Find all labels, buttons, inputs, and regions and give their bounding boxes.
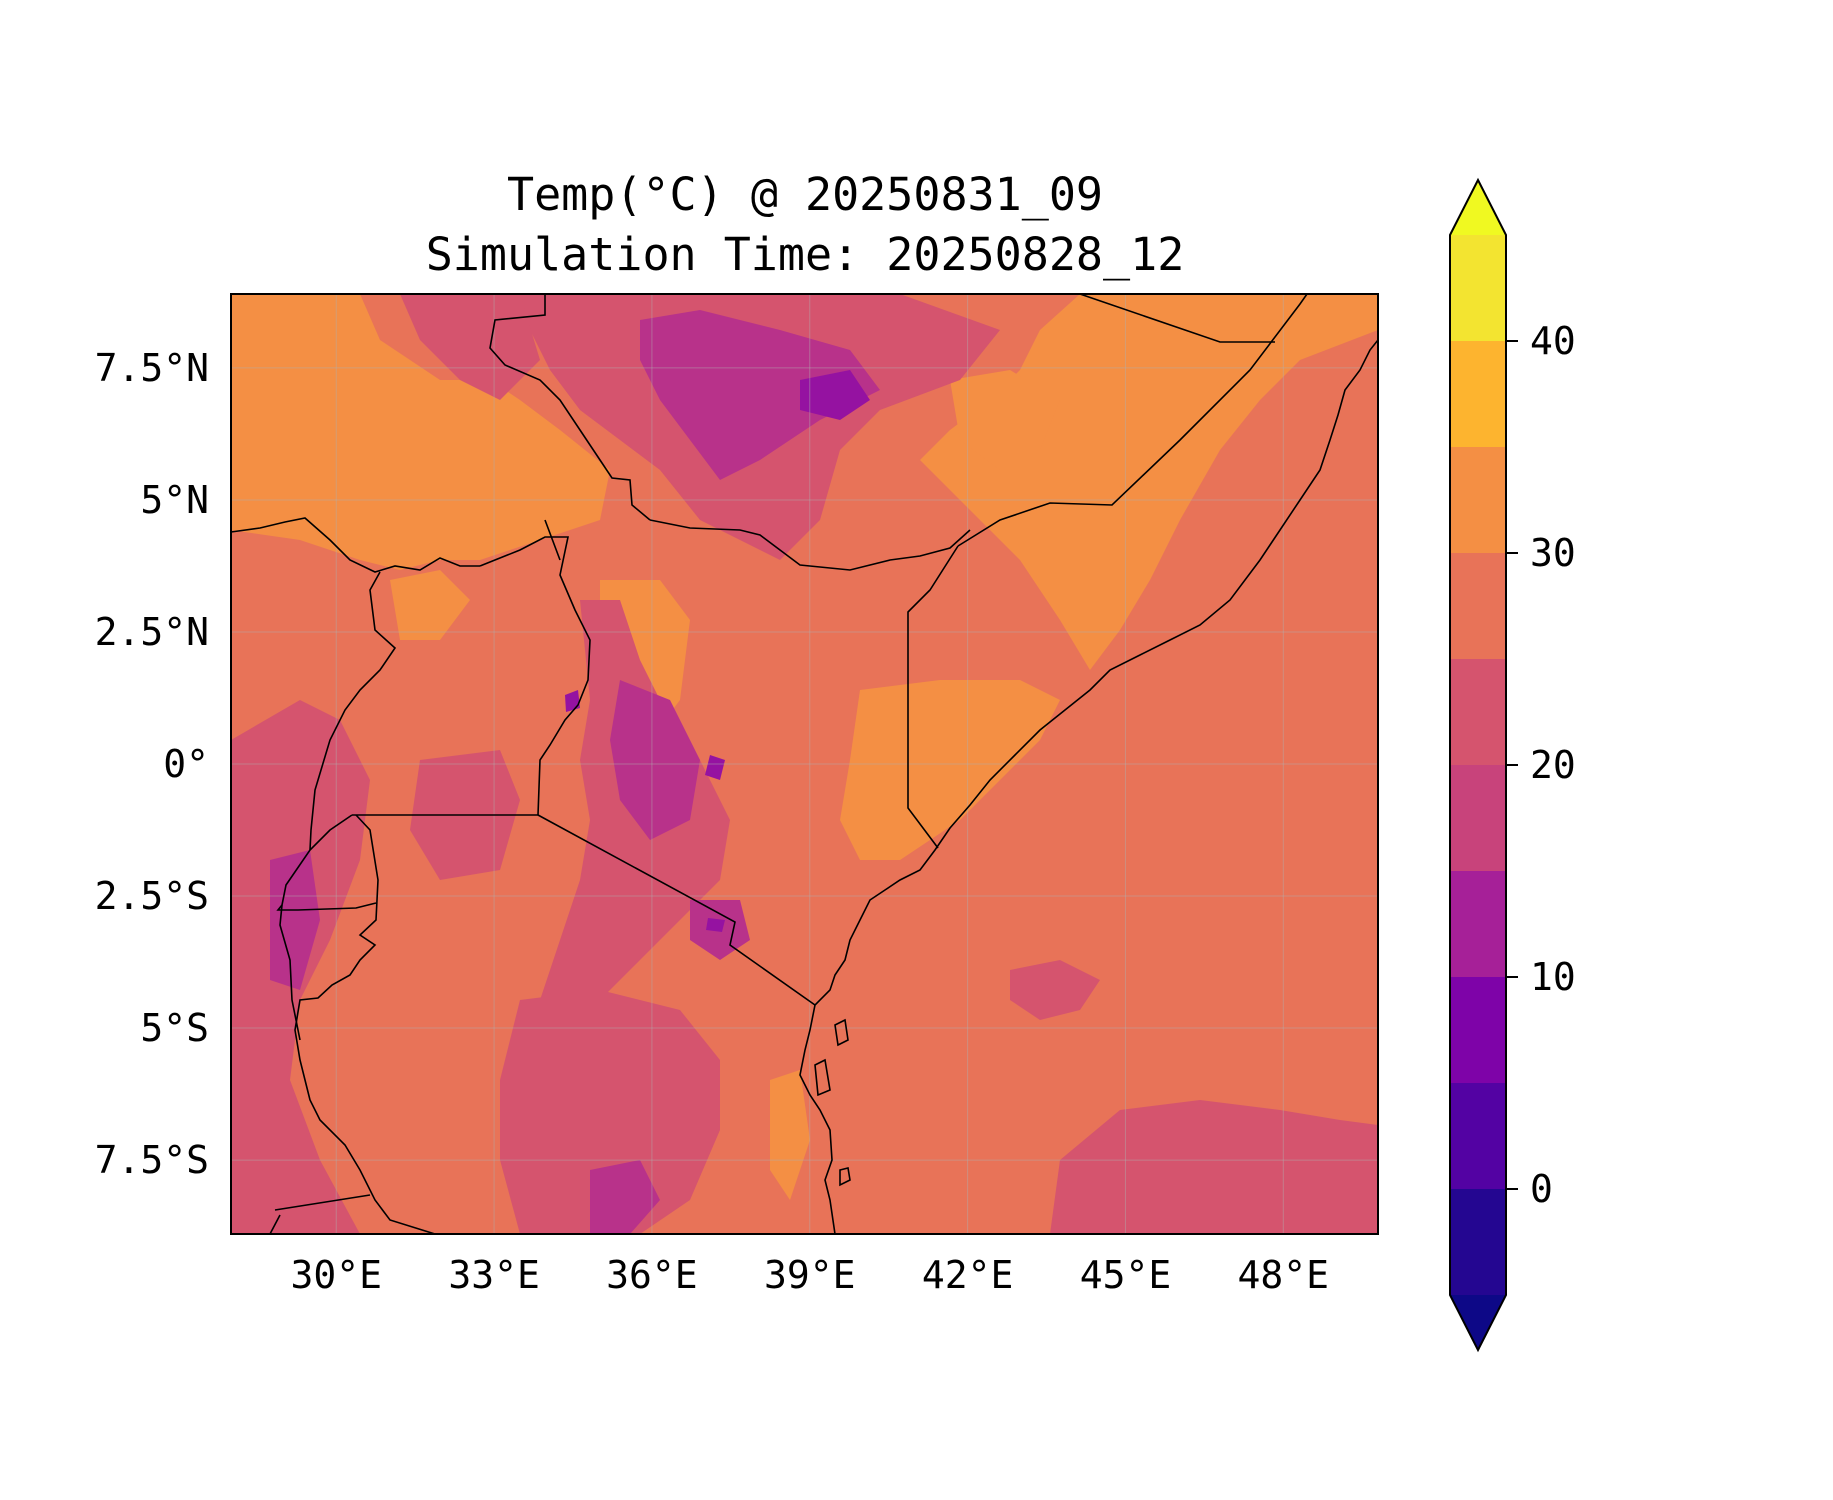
- colorbar-tick-label-4: 40: [1530, 319, 1576, 363]
- lon-tick-label-1: 33°E: [448, 1253, 540, 1297]
- coastline-mafia-island: [839, 1167, 851, 1187]
- field-band-20-25-southern-ocean: [1050, 1100, 1378, 1234]
- lat-tick-label-2: 2.5°N: [95, 610, 209, 654]
- field-band-30-35-ethiopia: [950, 370, 1060, 470]
- border-uganda-drc: [309, 571, 397, 851]
- coastline-somalia-kenya-tanzania: [799, 339, 1378, 1234]
- lat-tick-label-3: 0°: [163, 742, 209, 786]
- lon-tick-label-4: 42°E: [922, 1253, 1014, 1297]
- border-kenya-somalia: [907, 545, 959, 849]
- lat-tick-label-0: 7.5°N: [95, 346, 209, 390]
- coastline-zanzibar-island: [814, 1058, 831, 1097]
- colorbar-segment-6: [1450, 553, 1506, 659]
- colorbar-segment-4: [1450, 765, 1506, 871]
- lat-tick-label-6: 7.5°S: [95, 1138, 209, 1182]
- colorbar: 0 10 20 30 40: [1449, 177, 1576, 1353]
- map-title-line1: Temp(°C) @ 20250831_09: [506, 168, 1104, 221]
- field-band-20-25-south-sudan: [400, 294, 540, 400]
- field-band-10-15-ethiopia-peaks: [800, 370, 870, 420]
- colorbar-segment-2: [1450, 977, 1506, 1083]
- colorbar-segment-7: [1450, 447, 1506, 553]
- colorbar-tick-label-0: 0: [1530, 1167, 1553, 1211]
- colorbar-segment-0: [1450, 1189, 1506, 1295]
- colorbar-extend-over: [1450, 180, 1506, 235]
- field-band-15-20-southern-highlands: [590, 1160, 660, 1234]
- border-tanzania-west: [294, 814, 436, 1234]
- longitude-ticks: 30°E 33°E 36°E 39°E 42°E 45°E 48°E: [290, 1253, 1329, 1297]
- field-band-15-20-kenya-highlands: [610, 680, 700, 840]
- lon-tick-label-5: 45°E: [1080, 1253, 1172, 1297]
- border-zambia-tanzania: [274, 1194, 371, 1211]
- field-band-30-35-east-kenya: [840, 680, 1060, 860]
- coastline: [799, 339, 1378, 1234]
- field-band-20-25-ocean-patch: [1010, 960, 1100, 1020]
- border-ethiopia-kenya: [649, 519, 971, 571]
- field-band-30-35-tanzania-coast: [770, 1070, 810, 1200]
- field-band-10-15-mt-kenya: [705, 755, 725, 780]
- border-ethiopia-djibouti: [1079, 294, 1275, 343]
- map-frame: [230, 293, 1379, 1235]
- border-south-sudan-uganda: [479, 536, 591, 816]
- lat-tick-label-1: 5°N: [140, 478, 209, 522]
- border-south-sudan-ethiopia: [489, 294, 651, 521]
- lon-tick-label-3: 39°E: [764, 1253, 856, 1297]
- colorbar-tick-label-1: 10: [1530, 955, 1576, 999]
- colorbar-segment-8: [1450, 341, 1506, 447]
- country-borders: [231, 294, 1308, 1234]
- colorbar-outline: [1449, 177, 1507, 1353]
- map-title-line2: Simulation Time: 20250828_12: [425, 228, 1185, 281]
- lat-tick-label-4: 2.5°S: [95, 874, 209, 918]
- border-drc-lakes: [279, 904, 301, 1041]
- lon-tick-label-0: 30°E: [290, 1253, 382, 1297]
- field-band-20-25-tanzania-highlands: [500, 990, 720, 1234]
- border-ethiopia-somalia: [957, 294, 1308, 547]
- border-south-sudan-sudan: [231, 517, 480, 573]
- colorbar-segment-3: [1450, 871, 1506, 977]
- colorbar-segment-1: [1450, 1083, 1506, 1189]
- colorbar-extend-under: [1450, 1295, 1506, 1350]
- latitude-ticks: 7.5°N 5°N 2.5°N 0° 2.5°S 5°S 7.5°S: [95, 346, 209, 1182]
- gridlines: [231, 294, 1378, 1234]
- border-kenya-uganda: [544, 519, 561, 561]
- lon-tick-label-2: 36°E: [606, 1253, 698, 1297]
- field-band-15-20-ethiopia: [640, 310, 880, 480]
- border-malawi: [269, 1214, 281, 1234]
- field-band-30-35-uganda: [390, 570, 470, 640]
- field-band-15-20-rwenzori: [270, 850, 320, 990]
- lat-tick-label-5: 5°S: [140, 1006, 209, 1050]
- field-band-30-35-sudan: [231, 294, 610, 570]
- colorbar-tick-label-3: 30: [1530, 531, 1576, 575]
- border-kenya-tanzania: [537, 814, 816, 1006]
- colorbar-segment-9: [1450, 235, 1506, 341]
- colorbar-tick-label-2: 20: [1530, 743, 1576, 787]
- field-band-10-15-kilimanjaro-peak: [706, 918, 725, 932]
- temperature-field: [231, 294, 1378, 1234]
- coastline-pemba-island: [834, 1018, 849, 1047]
- colorbar-segment-5: [1450, 659, 1506, 765]
- lon-tick-label-6: 48°E: [1238, 1253, 1330, 1297]
